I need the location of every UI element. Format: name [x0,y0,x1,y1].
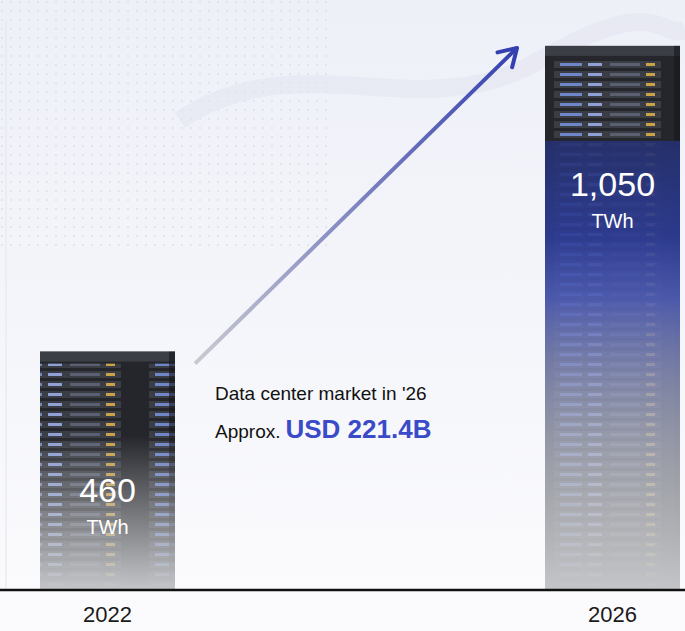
arrow-head [498,48,517,67]
unit-label: TWh [86,516,128,538]
annotation: Data center market in '26 [215,383,427,404]
unit-label: TWh [591,210,633,232]
rack-fade [545,46,680,590]
chart: 460 TWh 1,050 TWh 2022 2026 Data center market… [0,0,685,631]
annotation-highlight: USD 221.4B [285,414,431,444]
rack [545,46,680,590]
data-label: 1,050 [570,165,655,203]
x-tick-label: 2022 [83,602,132,627]
bars [40,46,680,590]
bar [545,46,680,590]
data-label: 460 [79,471,136,509]
bar [40,352,175,590]
annotation: Approx. [215,421,280,442]
rack-fade [40,352,175,590]
trend-arrow [195,48,517,364]
baseline [0,589,685,592]
rack [40,352,175,590]
background-dots [0,0,330,250]
x-tick-label: 2026 [588,602,637,627]
background [0,0,685,631]
y-axis-line [6,20,7,590]
